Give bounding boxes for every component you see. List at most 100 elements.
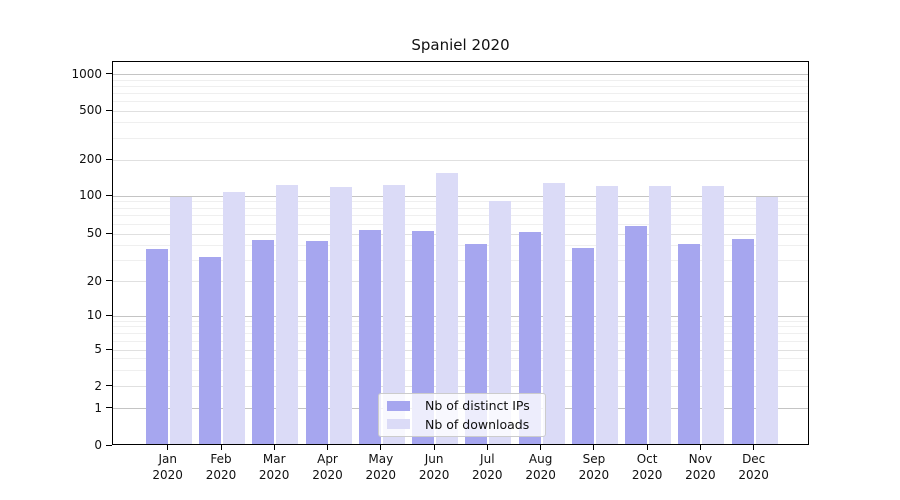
y-gridline	[113, 386, 808, 388]
bar-downloads-feb	[223, 192, 245, 444]
x-tick-label: May 2020	[353, 451, 409, 483]
x-tick-year: 2020	[738, 468, 769, 482]
x-tick	[646, 445, 648, 450]
x-tick-label: Mar 2020	[246, 451, 302, 483]
legend-swatch-downloads	[387, 419, 410, 430]
legend: Nb of distinct IPs Nb of downloads	[378, 393, 546, 437]
x-tick-label: Aug 2020	[513, 451, 569, 483]
y-tick	[106, 314, 112, 316]
x-tick-year: 2020	[631, 468, 663, 482]
bar-downloads-sep	[595, 185, 618, 444]
x-tick-year: 2020	[418, 468, 450, 482]
bar-distinct-ips-may	[358, 229, 381, 444]
y-tick-label: 10	[86, 308, 102, 322]
x-tick	[486, 445, 488, 450]
x-tick	[593, 445, 595, 450]
y-tick	[106, 385, 112, 387]
y-tick	[106, 232, 112, 234]
x-tick-label: Nov 2020	[672, 451, 728, 483]
y-tick-label: 100	[79, 188, 102, 202]
bar-distinct-ips-oct	[625, 225, 648, 444]
y-gridline	[113, 74, 808, 75]
legend-label-distinct-ips: Nb of distinct IPs	[425, 398, 530, 414]
bar-downloads-jul	[489, 201, 512, 444]
y-gridline-minor	[113, 340, 808, 342]
y-gridline-minor	[113, 333, 808, 334]
y-gridline	[113, 349, 808, 351]
y-tick	[106, 407, 112, 408]
x-tick-year: 2020	[525, 468, 556, 482]
y-gridline	[113, 195, 808, 197]
legend-entry-downloads: Nb of downloads	[385, 415, 539, 433]
y-tick	[106, 73, 112, 74]
y-gridline-minor	[113, 92, 808, 94]
x-tick	[753, 445, 755, 450]
bar-downloads-apr	[329, 187, 352, 444]
y-tick-label: 1000	[71, 66, 102, 81]
legend-entry-distinct-ips: Nb of distinct IPs	[385, 397, 539, 415]
plot-area	[112, 61, 809, 445]
y-tick-label: 0	[94, 438, 102, 452]
x-tick-year: 2020	[578, 468, 610, 482]
y-tick-label: 2	[94, 378, 102, 393]
y-gridline-minor	[113, 370, 808, 371]
y-tick-label: 50	[86, 226, 102, 240]
bar-distinct-ips-aug	[518, 232, 541, 444]
x-tick-year: 2020	[365, 468, 397, 482]
x-tick	[220, 445, 222, 450]
y-gridline-minor	[113, 201, 808, 203]
x-tick-year: 2020	[152, 468, 183, 482]
bar-downloads-oct	[649, 185, 672, 444]
y-tick	[106, 444, 112, 446]
y-gridline-minor	[113, 326, 808, 328]
y-tick-label: 20	[86, 273, 102, 288]
x-tick-label: Apr 2020	[300, 451, 356, 483]
bar-downloads-jan	[169, 196, 192, 444]
y-tick-label: 1	[94, 400, 102, 415]
bar-downloads-dec	[755, 197, 778, 444]
y-gridline	[113, 110, 808, 112]
x-tick-year: 2020	[685, 468, 716, 482]
y-gridline-minor	[113, 320, 808, 322]
y-gridline-minor	[113, 215, 808, 217]
y-tick	[106, 280, 112, 281]
bar-downloads-aug	[542, 182, 565, 444]
x-tick-label: Jul 2020	[459, 451, 515, 483]
bar-distinct-ips-jun	[412, 230, 435, 444]
x-tick	[433, 445, 435, 450]
y-tick-label: 200	[79, 152, 102, 166]
y-gridline-minor	[113, 100, 808, 102]
y-gridline-minor	[113, 79, 808, 81]
x-tick	[273, 445, 275, 450]
y-tick	[106, 109, 112, 111]
y-gridline-minor	[113, 122, 808, 124]
y-gridline	[113, 159, 808, 161]
x-tick	[327, 445, 328, 450]
x-tick-label: Dec 2020	[726, 451, 782, 483]
bar-distinct-ips-sep	[571, 247, 594, 444]
bar-downloads-mar	[276, 184, 299, 444]
y-tick	[106, 194, 112, 196]
x-tick	[540, 445, 542, 450]
y-gridline	[113, 315, 808, 317]
y-gridline-minor	[113, 137, 808, 139]
bar-distinct-ips-apr	[305, 241, 328, 444]
x-tick	[380, 445, 382, 450]
x-tick-year: 2020	[205, 468, 237, 482]
y-tick-label: 5	[94, 342, 102, 356]
x-tick	[699, 445, 701, 450]
bar-downloads-nov	[702, 185, 725, 444]
y-gridline	[113, 233, 808, 235]
y-tick-label: 500	[79, 103, 102, 117]
x-tick-label: Jan 2020	[140, 451, 196, 483]
x-tick-label: Sep 2020	[566, 451, 622, 483]
x-tick-label: Feb 2020	[193, 451, 249, 483]
bar-distinct-ips-jan	[145, 249, 168, 444]
y-gridline-minor	[113, 207, 808, 209]
bar-distinct-ips-feb	[199, 256, 221, 444]
x-tick-label: Jun 2020	[406, 451, 462, 483]
bar-downloads-jun	[436, 172, 459, 444]
bar-distinct-ips-nov	[678, 243, 701, 444]
y-gridline	[113, 281, 808, 282]
y-tick	[106, 348, 112, 350]
